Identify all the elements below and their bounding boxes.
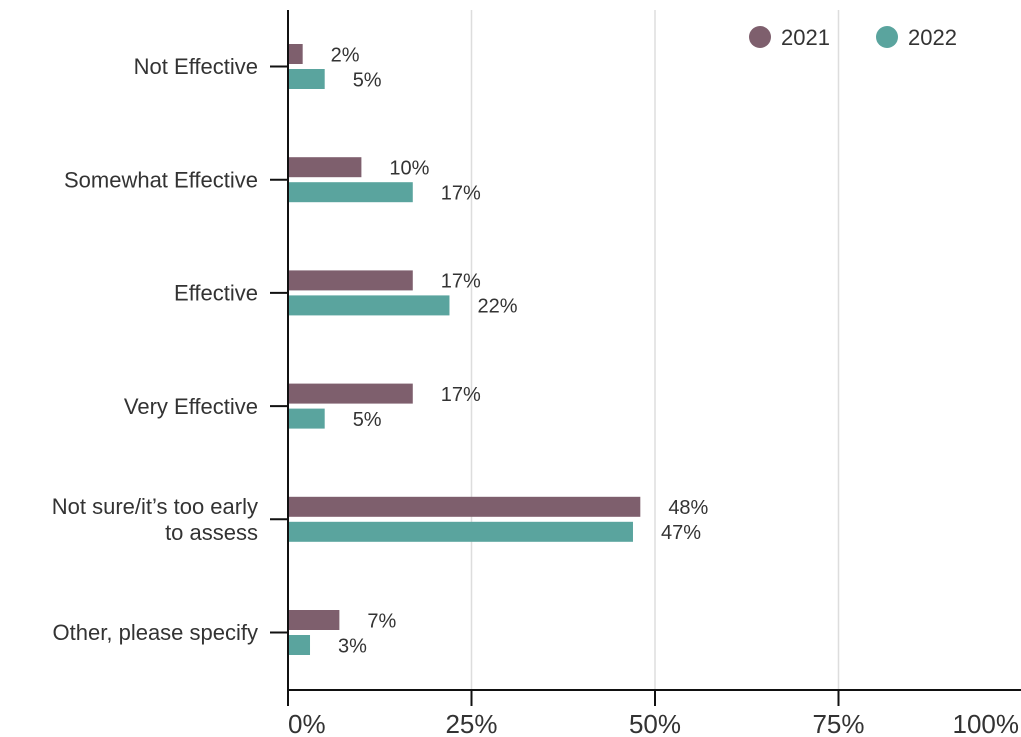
category-label: Not sure/it’s too early to assess [52,494,258,545]
category-label: Effective [174,281,258,306]
bar-2022 [288,635,311,655]
bar-2021 [288,44,303,64]
legend: 2021 2022 [749,25,957,50]
bar-2022 [288,521,633,542]
data-label-2022: 5% [353,409,382,431]
x-tick-label: 50% [629,709,681,737]
x-tick-label: 25% [445,709,497,737]
legend-label-2022: 2022 [908,25,957,50]
data-labels: 2% 5% 10% 17% 17% 22% 17% 5% 48% 47% 7%3% [331,44,709,657]
bar-2021 [288,270,413,291]
legend-marker-2021 [749,26,771,48]
bar-2021 [288,496,641,517]
data-label-2021: 48% [668,497,708,519]
bar-2022 [288,182,413,203]
bar-2021 [288,610,340,630]
category-label: Other, please specify [53,620,258,645]
data-label-2021: 17% [441,384,481,406]
data-label-2022: 5% [353,69,382,91]
category-label: Somewhat Effective [64,167,258,192]
bars [288,44,641,655]
category-label: Very Effective [124,394,258,419]
data-label-2021: 10% [389,157,429,179]
data-label-2022: 47% [661,522,701,544]
legend-marker-2022 [876,26,898,48]
data-label-2021: 7% [367,610,396,632]
category-label: Not Effective [134,54,258,79]
bar-2022 [288,408,325,429]
x-tick-label: 0% [288,709,326,737]
x-tick-label: 75% [812,709,864,737]
x-tick-label: 100% [953,709,1020,737]
axes: Not Effective Somewhat Effective Effective… [52,10,1021,737]
bar-2021 [288,157,362,178]
data-label-2021: 17% [441,271,481,293]
legend-label-2021: 2021 [781,25,830,50]
bar-2022 [288,295,450,316]
data-label-2021: 2% [331,44,360,66]
data-label-2022: 22% [477,296,517,318]
bar-2021 [288,383,413,404]
data-label-2022: 17% [441,182,481,204]
gridlines [470,10,840,690]
bar-2022 [288,69,325,89]
data-label-2022: 3% [338,635,367,657]
